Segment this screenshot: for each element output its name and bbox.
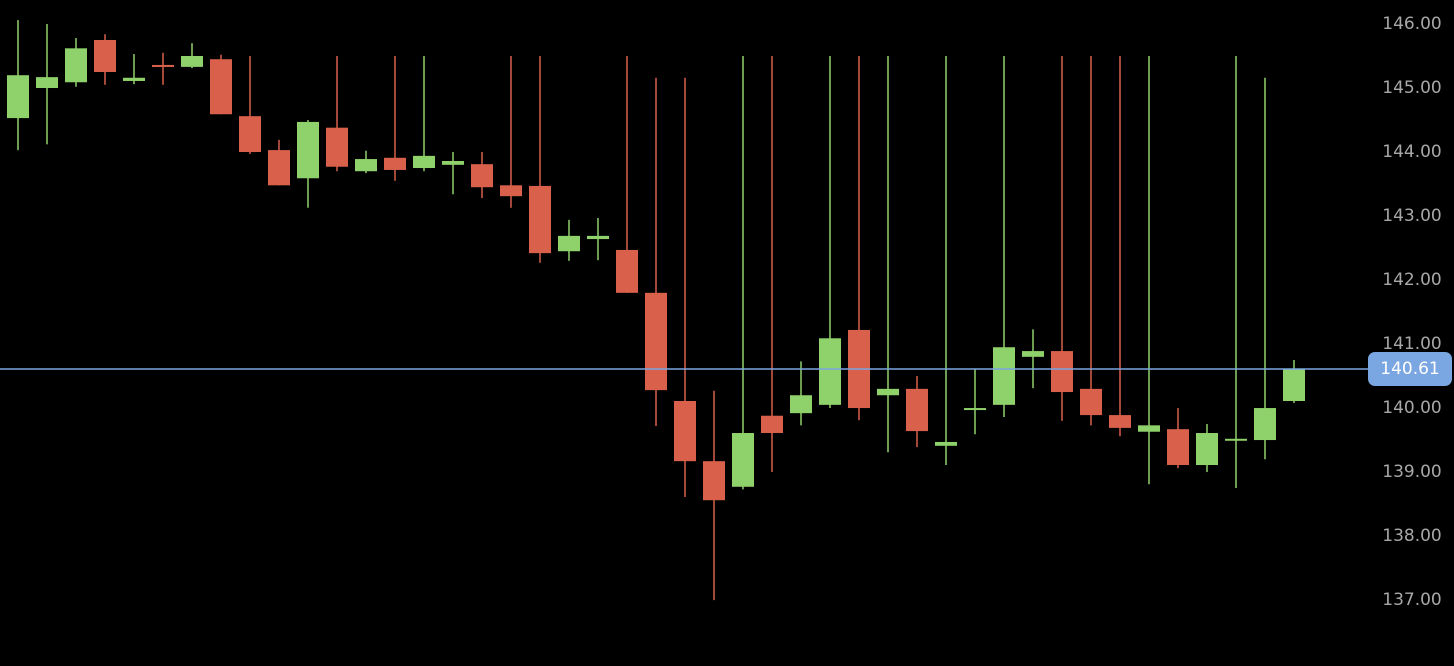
candle-body bbox=[471, 164, 493, 188]
candle-body bbox=[1167, 429, 1189, 466]
candle-body bbox=[65, 48, 87, 83]
y-tick-label: 138.00 bbox=[1382, 526, 1441, 546]
candle-body bbox=[761, 415, 783, 434]
candle-body bbox=[1196, 433, 1218, 466]
candle-body bbox=[1051, 351, 1073, 393]
y-tick-label: 137.00 bbox=[1382, 590, 1441, 610]
candle-body bbox=[732, 433, 754, 487]
y-tick-label: 142.00 bbox=[1382, 270, 1441, 290]
candle-body bbox=[616, 249, 638, 293]
candle-body bbox=[935, 441, 957, 446]
candle-body bbox=[152, 64, 174, 67]
candle-body bbox=[1109, 415, 1131, 428]
candle-body bbox=[36, 77, 58, 89]
candle-body bbox=[877, 388, 899, 396]
candle-body bbox=[123, 77, 145, 81]
candle-body bbox=[326, 127, 348, 167]
y-tick-label: 145.00 bbox=[1382, 78, 1441, 98]
y-tick-label: 146.00 bbox=[1382, 14, 1441, 34]
candle-body bbox=[1022, 351, 1044, 357]
candle-body bbox=[674, 401, 696, 462]
candle-body bbox=[413, 155, 435, 169]
candle-body bbox=[1225, 438, 1247, 441]
candle-body bbox=[297, 121, 319, 179]
candle-body bbox=[645, 292, 667, 391]
candle-body bbox=[906, 388, 928, 432]
y-tick-label: 143.00 bbox=[1382, 206, 1441, 226]
candle-body bbox=[964, 408, 986, 411]
candle-body bbox=[210, 59, 232, 115]
y-tick-label: 141.00 bbox=[1382, 334, 1441, 354]
candle-body bbox=[558, 235, 580, 252]
candle-body bbox=[94, 40, 116, 73]
candle-body bbox=[819, 338, 841, 405]
candle-body bbox=[993, 347, 1015, 405]
candle-body bbox=[355, 159, 377, 172]
candle-body bbox=[268, 150, 290, 186]
candle-body bbox=[181, 56, 203, 67]
candle-body bbox=[1283, 369, 1305, 402]
last-price-badge bbox=[1368, 352, 1452, 387]
y-tick-label: 140.00 bbox=[1382, 398, 1441, 418]
candle-body bbox=[587, 235, 609, 240]
last-price-label: 140.61 bbox=[1380, 359, 1439, 379]
y-tick-label: 144.00 bbox=[1382, 142, 1441, 162]
candle-body bbox=[1254, 408, 1276, 441]
candle-body bbox=[500, 185, 522, 197]
candle-body bbox=[790, 395, 812, 414]
candle-body bbox=[1080, 388, 1102, 416]
candle-body bbox=[442, 160, 464, 165]
y-tick-label: 139.00 bbox=[1382, 462, 1441, 482]
candle-body bbox=[239, 116, 261, 153]
candle-body bbox=[529, 185, 551, 254]
candle-body bbox=[1138, 425, 1160, 432]
candle-body bbox=[703, 461, 725, 501]
candle-body bbox=[384, 157, 406, 170]
candle-body bbox=[7, 75, 29, 119]
